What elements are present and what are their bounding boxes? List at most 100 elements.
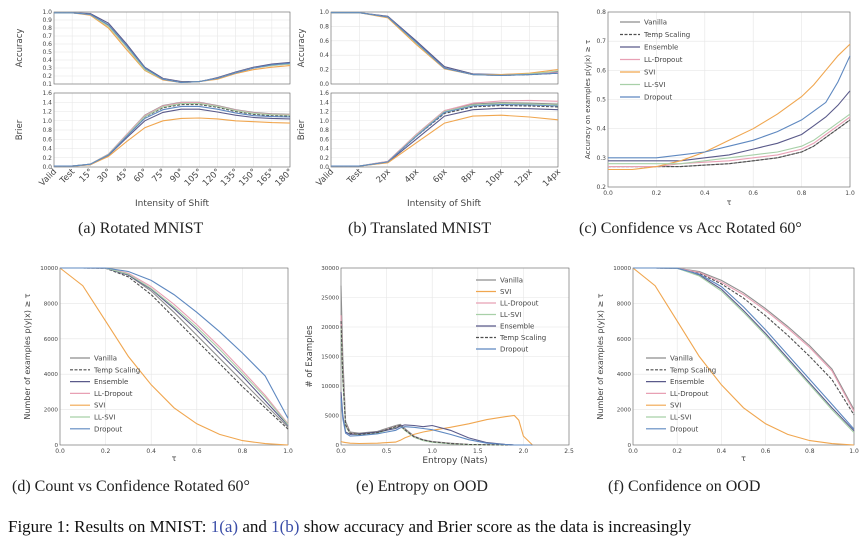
series-line-svi — [608, 43, 851, 171]
plot-frame — [607, 11, 851, 188]
y-tick-label: 0.6 — [42, 136, 52, 143]
series-line-ll-svi — [54, 103, 291, 167]
y-tick-label: 0.3 — [596, 155, 606, 162]
y-tick-label: 0.9 — [42, 17, 52, 24]
y-tick-label: 0.3 — [42, 65, 52, 72]
x-axis-label: Intensity of Shift — [135, 199, 209, 209]
legend-label: LL-Dropout — [500, 300, 539, 308]
y-tick-label: 0.0 — [319, 81, 329, 88]
plot-frame — [330, 92, 559, 168]
plot-frame — [53, 11, 291, 85]
x-tick-label: 12px — [513, 167, 535, 189]
y-tick-label: 6000 — [44, 337, 59, 343]
figure-caption-suffix: show accuracy and Brier score as the dat… — [299, 517, 692, 536]
series-line-ensemble — [340, 391, 533, 446]
y-axis-label: Brier — [15, 119, 25, 140]
y-tick-label: 4000 — [44, 372, 59, 378]
y-tick-label: 0.6 — [319, 38, 329, 45]
x-tick-label: Valid — [38, 167, 60, 189]
figure-ref-a-link[interactable]: 1(a) — [210, 517, 239, 536]
series-line-temp-scaling — [633, 267, 855, 416]
series-line-dropout — [633, 267, 855, 430]
series-line-dropout — [340, 397, 533, 446]
y-axis-label: Accuracy — [297, 29, 307, 68]
y-tick-label: 0.4 — [596, 126, 606, 133]
y-tick-label: 1.0 — [42, 118, 52, 125]
plot-frame — [59, 267, 289, 446]
x-tick-label: 0.0 — [336, 448, 346, 455]
x-tick-label: 0.8 — [797, 190, 807, 197]
x-axis-label: Entropy (Nats) — [422, 456, 487, 466]
series-line-ll-svi — [54, 12, 291, 83]
plot-frame — [330, 11, 559, 85]
series-line-ensemble — [54, 12, 291, 83]
y-tick-label: 0.2 — [596, 184, 606, 191]
x-tick-label: 0.8 — [238, 448, 248, 455]
legend-label: Vanilla — [670, 355, 693, 363]
y-tick-label: 0.6 — [596, 67, 606, 74]
x-tick-label: Valid — [315, 167, 337, 189]
caption-e: (e) Entropy on OOD — [356, 478, 488, 495]
chart-rotated-mnist: 0.10.20.30.40.50.60.70.80.91.0Accuracy0.… — [15, 9, 295, 209]
y-axis-label: Accuracy on examples p(y|x) ≥ τ — [583, 40, 592, 159]
x-tick-label: 75° — [150, 167, 168, 185]
plot-frame — [53, 92, 291, 168]
legend-label: LL-Dropout — [670, 390, 709, 398]
legend-label: LL-SVI — [670, 414, 692, 422]
y-tick-label: 0.1 — [42, 81, 52, 88]
figure-ref-b-link[interactable]: 1(b) — [271, 517, 300, 536]
x-tick-label: 60° — [132, 167, 150, 185]
legend-label: Ensemble — [500, 323, 534, 331]
x-tick-label: 105° — [183, 167, 205, 189]
y-tick-label: 0.8 — [42, 127, 52, 134]
y-axis-label: Number of examples p(y|x) ≥ τ — [596, 293, 605, 419]
caption-a: (a) Rotated MNIST — [78, 220, 204, 237]
series-line-temp-scaling — [54, 12, 291, 83]
y-tick-label: 20000 — [321, 325, 339, 331]
chart-f: 0 2000 4000 6000 8000 10000 Number of examples… — [596, 266, 859, 463]
series-line-svi — [632, 267, 855, 446]
series-line-ll-dropout — [54, 12, 291, 83]
x-tick-label: Test — [58, 167, 78, 187]
y-tick-label: 8000 — [617, 301, 632, 307]
y-tick-label: 15000 — [321, 355, 339, 361]
y-tick-label: 0.7 — [596, 38, 606, 45]
chart-c: 0.2 0.3 0.4 0.5 0.6 0.7 0.8 Accuracy on example… — [583, 9, 855, 207]
y-tick-label: 0 — [54, 443, 58, 449]
series-line-ll-svi — [608, 113, 851, 165]
y-tick-label: 0.4 — [319, 146, 329, 153]
y-tick-label: 0.8 — [596, 9, 606, 16]
x-tick-label: 15° — [78, 167, 96, 185]
y-tick-label: 1.0 — [42, 9, 52, 16]
y-tick-label: 30000 — [321, 266, 339, 272]
x-tick-label: 0.0 — [628, 448, 638, 455]
y-tick-label: 0.8 — [42, 25, 52, 32]
series-line-dropout — [331, 104, 559, 167]
y-tick-label: 0.4 — [319, 52, 329, 59]
y-tick-label: 2000 — [617, 408, 632, 414]
legend-label: LL-SVI — [644, 81, 666, 89]
x-tick-label: 14px — [541, 167, 563, 189]
x-tick-label: 45° — [114, 167, 132, 185]
legend-label: SVI — [94, 402, 105, 410]
y-tick-label: 1.2 — [319, 109, 329, 116]
x-tick-label: 0.6 — [192, 448, 202, 455]
legend-label: SVI — [500, 288, 511, 296]
y-tick-label: 1.4 — [42, 99, 52, 106]
y-tick-label: 1.6 — [319, 90, 329, 97]
y-tick-label: 0.2 — [319, 67, 329, 74]
y-tick-label: 0.8 — [319, 23, 329, 30]
legend-label: Ensemble — [644, 44, 678, 52]
y-tick-label: 1.4 — [319, 99, 329, 106]
plot-frame — [340, 267, 570, 446]
series-line-temp-scaling — [54, 104, 291, 167]
series-line-ll-dropout — [60, 267, 289, 425]
series-line-svi — [54, 117, 291, 167]
x-tick-label: 120° — [201, 167, 223, 189]
x-axis-label: τ — [727, 198, 732, 207]
series-line-svi — [340, 414, 533, 446]
y-tick-label: 0.2 — [42, 73, 52, 80]
legend-label: Dropout — [94, 425, 123, 433]
x-tick-label: 1.5 — [473, 448, 483, 455]
y-tick-label: 0.0 — [42, 164, 52, 171]
